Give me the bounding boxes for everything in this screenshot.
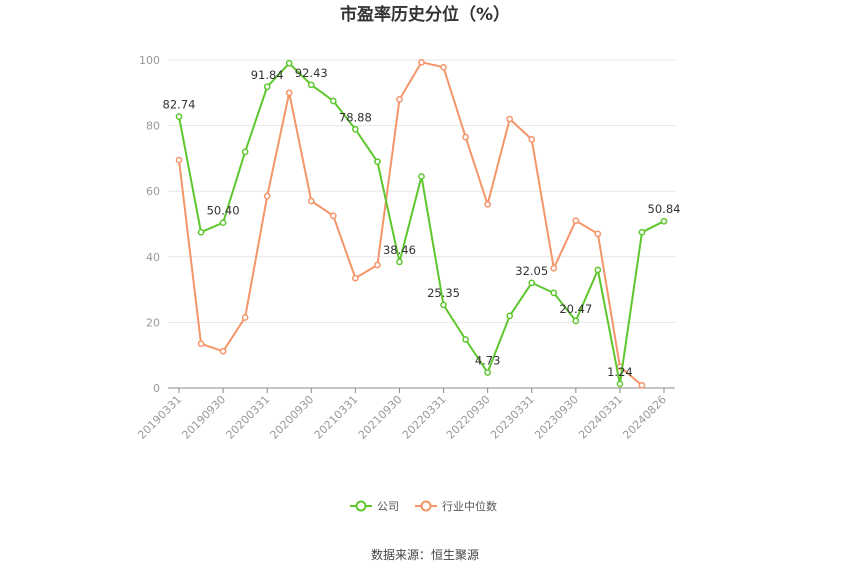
legend-label: 行业中位数 (442, 499, 497, 513)
data-point (506, 115, 514, 123)
data-point (241, 148, 249, 156)
y-tick-label: 40 (146, 251, 160, 264)
data-label: 50.40 (207, 204, 240, 218)
x-tick-label: 20190930 (179, 393, 228, 442)
data-point (638, 382, 646, 389)
chart-title: 市盈率历史分位（%） (340, 4, 510, 25)
data-point (219, 219, 227, 227)
data-point (352, 125, 359, 133)
data-label: 32.05 (515, 264, 548, 278)
legend-marker (355, 500, 367, 512)
data-labels: 82.74 50.40 91.84 92.43 78.88 38.46 25.35 4.73 3… (163, 66, 681, 379)
data-point (263, 192, 271, 200)
data-point (660, 217, 668, 225)
data-point (638, 228, 646, 236)
y-tick-label: 20 (146, 316, 160, 329)
x-tick-label: 20240331 (576, 393, 625, 442)
data-point (550, 264, 558, 272)
legend-marker (420, 500, 432, 512)
data-label: 20.47 (559, 302, 592, 316)
data-point (550, 289, 558, 297)
data-point (616, 380, 624, 388)
data-point (572, 217, 580, 225)
data-label: 91.84 (251, 68, 284, 82)
data-point (175, 156, 183, 164)
x-tick-label: 20220930 (444, 393, 493, 442)
data-label: 1.24 (607, 365, 633, 379)
data-label: 4.73 (475, 353, 501, 367)
data-point (374, 158, 381, 166)
legend-item-0[interactable]: 公司 (350, 500, 399, 513)
source-note: 数据来源：恒生聚源 (371, 547, 479, 562)
data-point (197, 228, 205, 236)
data-point (594, 230, 602, 238)
legend-item-1[interactable]: 行业中位数 (415, 499, 497, 513)
data-point (462, 133, 469, 141)
data-point (484, 369, 491, 376)
series-0 (175, 59, 668, 388)
data-point (329, 212, 337, 220)
legend: 公司 行业中位数 (350, 499, 497, 513)
data-point (285, 59, 293, 67)
series-line (178, 61, 665, 385)
data-point (506, 312, 514, 320)
data-point (440, 63, 447, 71)
data-point (594, 266, 602, 274)
y-tick-label: 80 (146, 120, 160, 133)
data-label: 50.84 (648, 202, 681, 216)
data-point (352, 274, 359, 282)
data-point (396, 96, 403, 103)
data-label: 82.74 (163, 98, 196, 112)
data-point (418, 58, 425, 66)
x-tick-label: 20200930 (268, 393, 317, 442)
x-tick-label: 20210331 (312, 393, 361, 442)
x-tick-label: 20210930 (356, 393, 405, 442)
data-point (484, 200, 491, 208)
data-point (418, 173, 425, 180)
data-label: 78.88 (339, 110, 372, 124)
data-label: 25.35 (427, 286, 460, 300)
y-tick-label: 100 (139, 54, 160, 67)
data-point (197, 340, 205, 348)
data-point (528, 136, 536, 143)
data-label: 92.43 (295, 66, 328, 80)
data-point (175, 113, 183, 120)
data-point (241, 314, 249, 321)
x-tick-label: 20220331 (400, 393, 449, 442)
y-tick-label: 60 (146, 185, 160, 198)
data-point (374, 261, 381, 269)
data-point (307, 81, 315, 89)
series-layer (175, 58, 668, 389)
data-point (219, 347, 227, 355)
x-tick-label: 20190331 (135, 393, 184, 442)
data-point (285, 89, 293, 97)
data-point (329, 97, 337, 105)
y-tick-label: 0 (153, 382, 160, 395)
x-tick-label: 20200331 (224, 393, 273, 442)
series-1 (175, 58, 646, 389)
data-label: 38.46 (383, 243, 416, 257)
data-point (440, 301, 447, 309)
y-axis: 0 20 40 60 80 100 (139, 54, 160, 395)
data-point (572, 317, 580, 325)
x-tick-label: 20240826 (620, 393, 669, 442)
grid-lines (168, 59, 675, 323)
data-point (462, 336, 469, 343)
series-line (178, 61, 643, 387)
x-axis: 2019033120190930202003312020093020210331… (135, 387, 675, 442)
x-tick-label: 20230930 (532, 393, 581, 442)
data-point (396, 258, 403, 266)
data-point (307, 197, 315, 205)
x-tick-label: 20230331 (488, 393, 537, 442)
data-point (528, 279, 536, 287)
legend-label: 公司 (377, 500, 399, 513)
data-point (263, 83, 271, 91)
